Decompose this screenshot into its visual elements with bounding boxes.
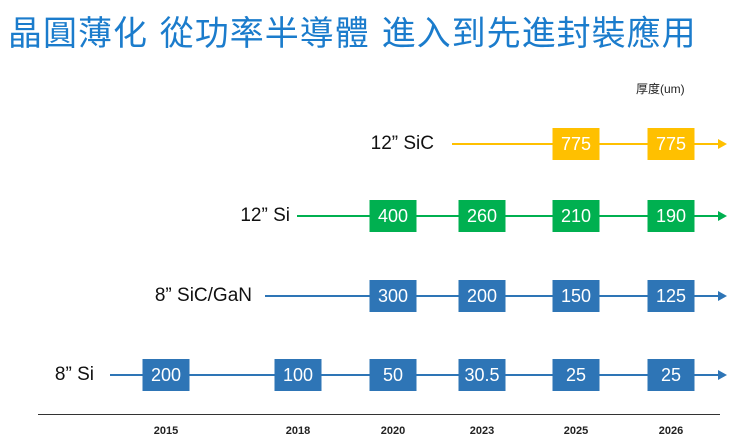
thickness-box: 200 xyxy=(458,280,506,312)
unit-label: 厚度(um) xyxy=(636,82,685,96)
arrow-head-icon xyxy=(718,211,727,221)
row-label: 12” SiC xyxy=(370,133,434,154)
thickness-box: 775 xyxy=(647,128,695,160)
year-label: 2015 xyxy=(153,425,179,437)
thickness-box: 775 xyxy=(552,128,600,160)
year-label: 2025 xyxy=(563,425,589,437)
thickness-box: 210 xyxy=(552,200,600,232)
thickness-box: 200 xyxy=(142,359,190,391)
year-label: 2020 xyxy=(380,425,406,437)
thickness-box: 150 xyxy=(552,280,600,312)
thickness-box: 30.5 xyxy=(458,359,506,391)
thickness-box: 300 xyxy=(369,280,417,312)
thickness-box: 100 xyxy=(274,359,322,391)
thickness-box: 25 xyxy=(552,359,600,391)
page-title: 晶圓薄化 從功率半導體 進入到先進封裝應用 xyxy=(8,14,697,54)
thickness-box: 50 xyxy=(369,359,417,391)
timeline-axis xyxy=(38,414,720,415)
year-label: 2023 xyxy=(469,425,495,437)
arrow-head-icon xyxy=(718,291,727,301)
row-label: 8” Si xyxy=(54,364,94,385)
arrow-head-icon xyxy=(718,370,727,380)
thickness-box: 190 xyxy=(647,200,695,232)
arrow-head-icon xyxy=(718,139,727,149)
year-label: 2018 xyxy=(285,425,311,437)
thickness-box: 25 xyxy=(647,359,695,391)
thickness-box: 400 xyxy=(369,200,417,232)
thickness-box: 125 xyxy=(647,280,695,312)
row-line xyxy=(297,215,718,217)
row-label: 8” SiC/GaN xyxy=(154,285,252,306)
year-label: 2026 xyxy=(658,425,684,437)
thickness-box: 260 xyxy=(458,200,506,232)
row-label: 12” Si xyxy=(240,205,290,226)
